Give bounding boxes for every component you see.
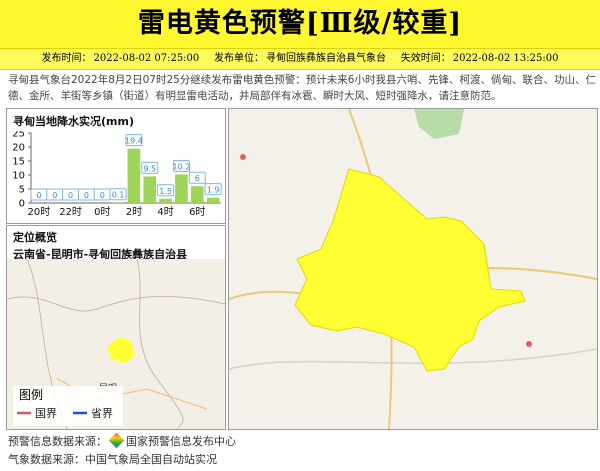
y-tick-label: 10 (12, 171, 25, 182)
bar (206, 197, 220, 203)
town (240, 154, 246, 160)
y-tick-label: 5 (19, 185, 25, 196)
location-title: 定位概览 (13, 231, 57, 244)
value-label: 0 (36, 191, 41, 200)
y-tick-label: 0 (19, 199, 25, 210)
x-tick-label: 4时 (157, 206, 173, 218)
value-label-box (188, 171, 206, 184)
y-tick-label: 25 (12, 131, 25, 140)
road (229, 348, 597, 370)
expire-time: 2022-08-02 13:25:00 (452, 53, 559, 64)
value-label: 19.4 (125, 137, 143, 146)
value-label: 0.1 (112, 191, 125, 200)
description: 寻甸县气象台2022年8月2日07时25分继续发布雷电黄色预警：预计未来6小时我… (8, 74, 596, 102)
legend-label: 国界 (35, 407, 57, 420)
footer-line: 预警信息数据来源： 国家预警信息发布中心 (8, 432, 236, 451)
value-label-box (125, 134, 143, 147)
bar (175, 174, 188, 203)
value-label: 0 (68, 191, 73, 200)
legend-title: 图例 (19, 388, 44, 402)
value-label-box (172, 159, 190, 172)
border (7, 295, 225, 312)
value-label: 6 (195, 174, 200, 183)
x-tick-label: 0时 (94, 206, 110, 218)
logo (108, 432, 125, 449)
value-label: 0 (52, 191, 57, 200)
label: 发布单位： (214, 53, 264, 64)
weather-source: 气象数据来源：中国气象局全国自动站实况 (8, 453, 217, 466)
label: 失效时间： (400, 53, 451, 64)
main-map-panel (228, 108, 598, 430)
value-label-box (157, 184, 175, 197)
legend-items: 国界 省界 (17, 407, 113, 420)
y-tick-label: 15 (12, 157, 25, 168)
bar (159, 198, 172, 203)
bar (190, 186, 204, 203)
x-tick-label: 20时 (28, 206, 51, 218)
park (414, 109, 464, 139)
value-label: 9.5 (143, 164, 156, 173)
issuer: 寻甸回族彝族自治县气象台 (266, 53, 386, 64)
border (136, 259, 184, 429)
value-label: 1.5 (159, 187, 172, 196)
bar (143, 176, 157, 203)
main-map (229, 109, 597, 429)
label: 发布时间： (41, 53, 92, 64)
town (526, 341, 532, 347)
value-label: 0 (84, 191, 89, 200)
value-label-box (141, 161, 159, 174)
warning-area (294, 168, 526, 372)
value-label: 10.2 (173, 162, 191, 171)
value-label-box (109, 188, 127, 201)
x-tick-label: 22时 (59, 206, 82, 218)
footer: 预警信息数据来源： 国家预警信息发布中心 气象数据来源：中国气象局全国自动站实况 (8, 432, 236, 469)
warning-source: 国家预警信息发布中心 (126, 435, 236, 448)
label: 预警信息数据来源： (8, 435, 107, 448)
issue-time: 2022-08-02 07:25:00 (93, 53, 200, 64)
value-label: 1.9 (207, 186, 220, 195)
meta-row: 发布时间： 2022-08-02 07:25:00 发布单位： 寻甸回族彝族自治县气… (0, 48, 600, 70)
legend: 图例 国界 省界 (13, 386, 123, 426)
x-tick-label: 2时 (126, 206, 142, 218)
bar (127, 148, 141, 203)
title: 雷电黄色预警[Ⅲ级/较重] (0, 0, 600, 48)
rain-panel: 寻甸当地降水实况(mm) 0 5 10 15 20 25 0 20时 0 0 22时 0 0 0时 0.1 1… (6, 108, 226, 224)
value-label: 0 (100, 191, 105, 200)
chart-title: 寻甸当地降水实况(mm) (13, 115, 134, 128)
location-path: 云南省-昆明市-寻甸回族彝族自治县 (13, 248, 188, 261)
area (107, 337, 135, 363)
y-tick-label: 20 (12, 143, 25, 154)
legend-label: 省界 (91, 407, 113, 420)
x-tick-label: 6时 (189, 206, 205, 218)
value-label-box (204, 183, 222, 196)
